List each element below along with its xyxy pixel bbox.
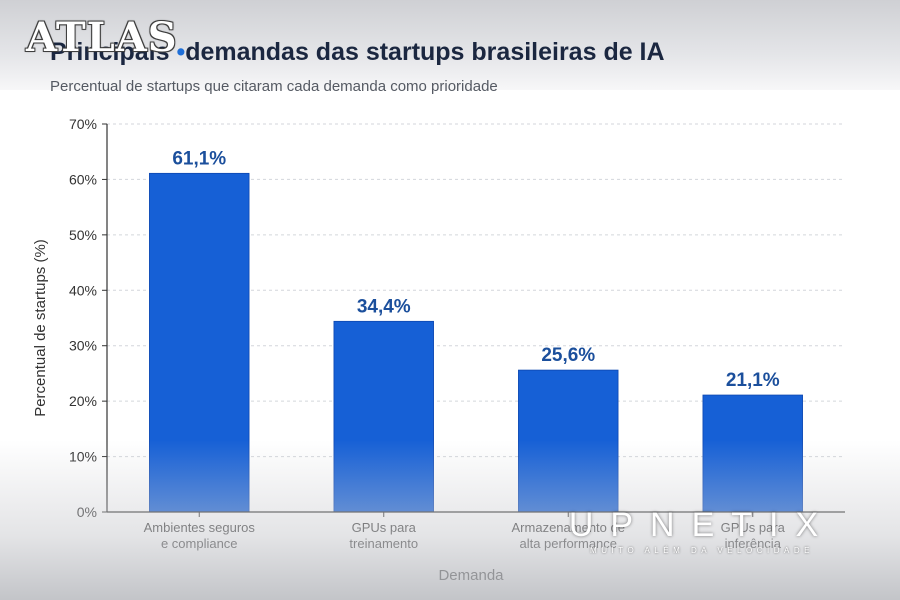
atlas-logo: ATLAS: [26, 14, 178, 61]
chart-subtitle: Percentual de startups que citaram cada …: [50, 78, 498, 95]
header-background: [0, 0, 900, 90]
y-tick-label: 60%: [69, 171, 97, 187]
bar-value-label: 21,1%: [726, 370, 780, 391]
chart-title: Principais •demandas das startups brasil…: [50, 38, 665, 66]
y-axis-ticks: 0% 10% 20% 30% 40% 50% 60% 70%: [69, 116, 107, 520]
bar: [518, 369, 619, 513]
x-tick-label: e compliance: [161, 536, 238, 551]
x-tick-label: Ambientes seguros: [144, 520, 256, 535]
bar-value-label: 61,1%: [172, 148, 226, 169]
y-tick-label: 70%: [69, 116, 97, 132]
bar-value-label: 25,6%: [541, 345, 595, 366]
y-axis-label: Percentual de startups (%): [32, 239, 49, 417]
x-tick-label: GPUs para: [352, 520, 417, 535]
y-tick-label: 30%: [69, 338, 97, 354]
title-dot: •: [169, 38, 186, 66]
upnetix-tagline: MUITO ALÉM DA VELOCIDADE: [590, 546, 814, 555]
x-axis-label: Demanda: [438, 567, 504, 584]
y-tick-label: 40%: [69, 282, 97, 298]
y-tick-label: 10%: [69, 449, 97, 465]
bars: [149, 172, 803, 513]
bar: [333, 320, 434, 513]
x-tick-label: treinamento: [349, 536, 418, 551]
y-tick-label: 0%: [77, 504, 97, 520]
bar-value-label: 34,4%: [357, 296, 411, 317]
bar: [149, 172, 250, 513]
upnetix-wordmark: UPNETIX: [568, 506, 836, 544]
y-tick-label: 50%: [69, 227, 97, 243]
upnetix-watermark: UPNETIX MUITO ALÉM DA VELOCIDADE: [562, 508, 842, 555]
bar: [702, 394, 803, 513]
value-labels: 61,1% 34,4% 25,6% 21,1%: [172, 148, 779, 391]
y-tick-label: 20%: [69, 393, 97, 409]
